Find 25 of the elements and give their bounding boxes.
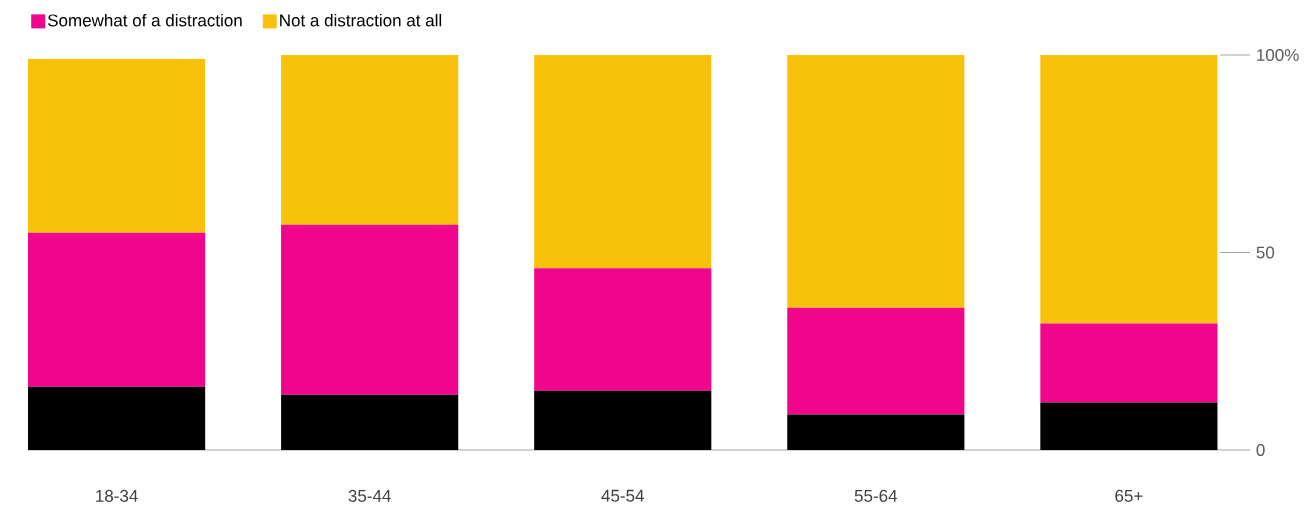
legend-label: Not a distraction at all — [280, 14, 442, 27]
bar — [281, 225, 459, 395]
x-tick-label: 18-34 — [96, 490, 138, 503]
legend-label: Somewhat of a distraction — [47, 14, 242, 27]
x-tick-label: 65+ — [1115, 490, 1143, 503]
bar — [787, 55, 965, 309]
bar — [787, 308, 965, 415]
bar — [1040, 402, 1218, 451]
y-tick-label: 100% — [1257, 49, 1299, 62]
bar — [28, 59, 206, 233]
bar — [281, 55, 459, 226]
bar — [1040, 323, 1218, 403]
bar — [1040, 55, 1218, 324]
bar — [534, 268, 712, 391]
bar — [28, 387, 206, 451]
y-tick-label: 50 — [1256, 246, 1275, 259]
bar — [28, 232, 206, 388]
bar — [281, 394, 459, 451]
x-tick-label: 55-64 — [854, 490, 898, 503]
x-tick-label: 45-54 — [601, 490, 644, 502]
y-tick-label: 0 — [1256, 444, 1265, 457]
bar — [534, 390, 712, 451]
bar — [787, 414, 965, 451]
bar — [534, 55, 712, 269]
x-tick-label: 35-44 — [348, 490, 391, 503]
